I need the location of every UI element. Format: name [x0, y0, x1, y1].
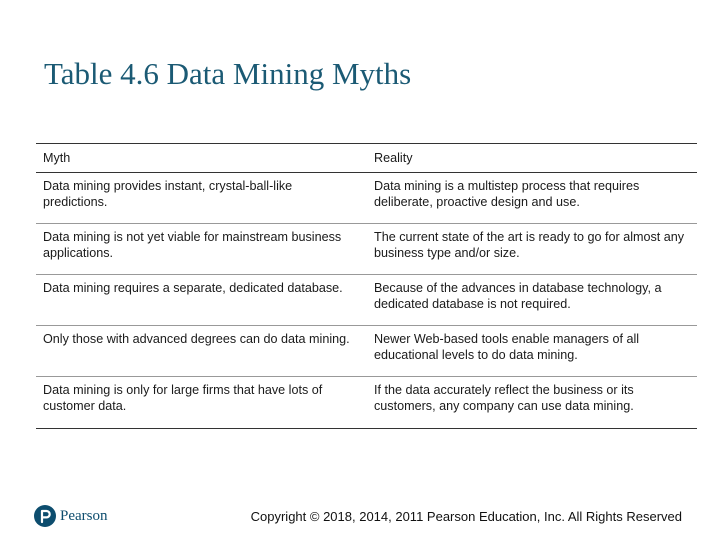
copyright-notice: Copyright © 2018, 2014, 2011 Pearson Edu… — [250, 509, 682, 524]
reality-cell: If the data accurately reflect the busin… — [374, 383, 634, 413]
reality-cell: The current state of the art is ready to… — [374, 230, 685, 260]
column-header-myth: Myth — [43, 151, 71, 165]
table-row: Data mining requires a separate, dedicat… — [36, 275, 697, 326]
table-row: Only those with advanced degrees can do … — [36, 326, 697, 377]
table-header-row: Myth Reality — [36, 143, 697, 173]
myth-cell: Data mining is not yet viable for mainst… — [43, 230, 342, 260]
pearson-logo: Pearson — [34, 505, 108, 527]
table-row: Data mining provides instant, crystal-ba… — [36, 173, 697, 224]
table-row: Data mining is not yet viable for mainst… — [36, 224, 697, 275]
reality-cell: Newer Web-based tools enable managers of… — [374, 332, 640, 362]
myth-cell: Only those with advanced degrees can do … — [43, 332, 350, 346]
myth-cell: Data mining provides instant, crystal-ba… — [43, 179, 293, 209]
page-title: Table 4.6 Data Mining Myths — [44, 56, 412, 91]
myths-table: Myth Reality Data mining provides instan… — [36, 143, 697, 429]
pearson-p-icon — [34, 505, 56, 527]
reality-cell: Because of the advances in database tech… — [374, 281, 662, 311]
myth-cell: Data mining requires a separate, dedicat… — [43, 281, 343, 295]
column-header-reality: Reality — [374, 151, 413, 165]
myth-cell: Data mining is only for large firms that… — [43, 383, 323, 413]
pearson-wordmark: Pearson — [60, 507, 108, 524]
table-row: Data mining is only for large firms that… — [36, 377, 697, 429]
reality-cell: Data mining is a multistep process that … — [374, 179, 640, 209]
